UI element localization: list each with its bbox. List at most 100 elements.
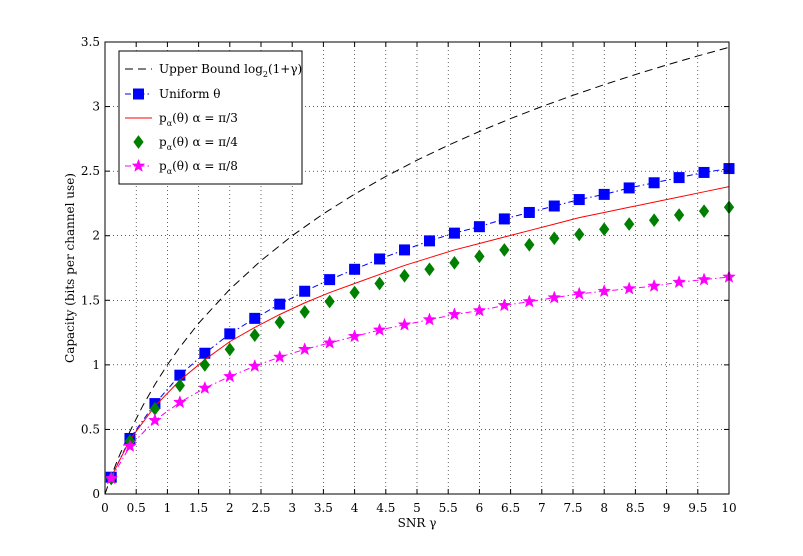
data-point-square: [548, 200, 560, 212]
data-point-star: [131, 158, 146, 172]
y-tick-label: 1: [92, 358, 100, 372]
data-point-square: [573, 194, 585, 206]
data-point-square: [249, 312, 261, 324]
x-tick-label: 10: [721, 501, 736, 515]
x-tick-label: 3: [288, 501, 296, 515]
data-point-star: [173, 395, 187, 409]
data-point-diamond: [224, 342, 235, 357]
x-tick-label: 0.5: [127, 501, 146, 515]
legend-entry: Upper Bound log2(1+γ): [125, 62, 302, 79]
series-line: [110, 186, 730, 478]
data-point-square: [598, 188, 610, 200]
data-point-star: [397, 317, 412, 331]
data-point-star: [672, 274, 686, 289]
data-point-square: [299, 285, 311, 297]
legend-entry: Uniform θ: [125, 87, 221, 101]
data-point-star: [547, 290, 562, 304]
data-point-square: [399, 244, 411, 256]
legend-label-main: p: [159, 135, 167, 149]
legend-label-tail: (1+γ): [268, 62, 302, 76]
data-point-star: [148, 413, 162, 427]
legend-entry: pα(θ) α = π/8: [125, 158, 238, 176]
x-tick-label: 6: [476, 501, 484, 515]
series-1: [105, 163, 735, 483]
y-tick-label: 0: [92, 487, 100, 501]
x-tick-label: 9.5: [688, 501, 707, 515]
y-tick-label: 1.5: [81, 293, 100, 307]
legend-label: pα(θ) α = π/3: [159, 111, 238, 128]
data-point-star: [322, 335, 337, 349]
y-tick-label: 2: [92, 229, 100, 243]
data-point-star: [247, 358, 262, 372]
legend-label: Uniform θ: [159, 87, 221, 101]
x-tick-label: 7.5: [563, 501, 582, 515]
x-tick-label: 8.5: [626, 501, 645, 515]
series-4: [104, 269, 736, 485]
legend-label-subscript: α: [167, 119, 173, 128]
legend-label-main: Upper Bound log: [159, 62, 263, 76]
y-tick-label: 0.5: [81, 422, 100, 436]
data-point-square: [349, 263, 361, 275]
data-point-square: [324, 274, 336, 286]
data-point-diamond: [174, 378, 186, 393]
x-tick-label: 6.5: [501, 501, 520, 515]
data-point-square: [648, 177, 660, 189]
data-point-star: [422, 312, 437, 326]
x-tick-label: 3.5: [314, 501, 333, 515]
data-point-square: [133, 88, 144, 100]
data-point-star: [597, 284, 612, 298]
grid-lines: [105, 42, 729, 494]
data-point-square: [698, 166, 710, 178]
legend-label: pα(θ) α = π/4: [159, 135, 238, 152]
data-point-star: [522, 294, 537, 308]
data-point-diamond: [624, 217, 635, 231]
data-point-diamond: [648, 213, 660, 228]
x-tick-label: 1: [164, 501, 172, 515]
x-tick-label: 5: [413, 501, 421, 515]
legend-label-tail: (θ) α = π/4: [172, 135, 238, 149]
data-point-diamond: [474, 249, 485, 264]
series-line: [110, 276, 730, 479]
series-3: [106, 200, 735, 486]
legend-label-main: p: [159, 111, 167, 125]
data-point-star: [497, 298, 512, 312]
data-point-diamond: [424, 262, 435, 277]
legend-entry: pα(θ) α = π/4: [133, 135, 238, 152]
data-point-star: [647, 278, 661, 292]
series-line: [110, 168, 730, 478]
data-point-star: [347, 329, 362, 343]
data-point-square: [623, 182, 635, 194]
data-point-diamond: [349, 285, 360, 300]
data-point-star: [104, 471, 119, 485]
data-point-star: [447, 307, 462, 321]
x-tick-label: 2: [226, 501, 234, 515]
data-point-diamond: [249, 328, 260, 342]
legend: Upper Bound log2(1+γ)Uniform θpα(θ) α = …: [118, 50, 303, 185]
y-axis-title: Capacity (bits per channel use): [63, 173, 77, 363]
legend-entry: pα(θ) α = π/3: [125, 111, 238, 128]
data-point-square: [274, 298, 286, 310]
series-line: [104, 46, 730, 495]
legend-label: Upper Bound log2(1+γ): [159, 62, 302, 79]
legend-label-main: p: [159, 159, 167, 173]
data-point-diamond: [399, 268, 410, 283]
data-point-diamond: [299, 305, 310, 319]
data-point-square: [473, 221, 485, 233]
data-point-square: [224, 328, 236, 340]
x-axis-title: SNR γ: [398, 516, 437, 530]
legend-label: pα(θ) α = π/8: [159, 159, 238, 176]
data-point-diamond: [199, 358, 210, 372]
data-point-diamond: [698, 204, 710, 219]
data-point-square: [673, 172, 685, 184]
x-tick-label: 1.5: [189, 501, 208, 515]
data-point-diamond: [599, 222, 610, 237]
x-tick-label: 4: [351, 501, 359, 515]
data-point-star: [222, 369, 237, 383]
legend-label-subscript: α: [167, 167, 173, 176]
data-point-star: [372, 322, 387, 336]
legend-label-tail: (θ) α = π/3: [172, 111, 238, 125]
x-tick-label: 0: [101, 501, 109, 515]
y-tick-label: 3.5: [81, 35, 100, 49]
data-point-diamond: [374, 276, 385, 291]
